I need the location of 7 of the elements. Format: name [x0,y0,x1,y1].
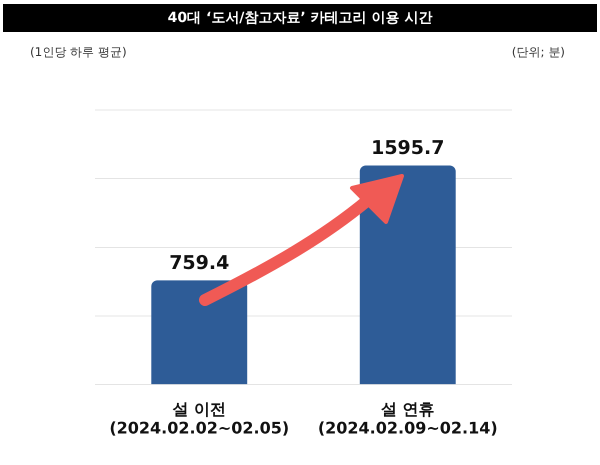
chart-title: 40대 ‘도서/참고자료’ 카테고리 이용 시간 [3,4,597,32]
data-label: 1595.7 [371,136,444,159]
text: (단위; 분) [512,44,565,61]
chart-subtitle: (1인당 하루 평균) [30,44,127,61]
x-tick-label: 설 연휴 (2024.02.09~02.14) [318,399,498,438]
x-tick-label: 설 이전 (2024.02.02~02.05) [109,399,290,438]
data-label: 759.4 [169,252,230,274]
